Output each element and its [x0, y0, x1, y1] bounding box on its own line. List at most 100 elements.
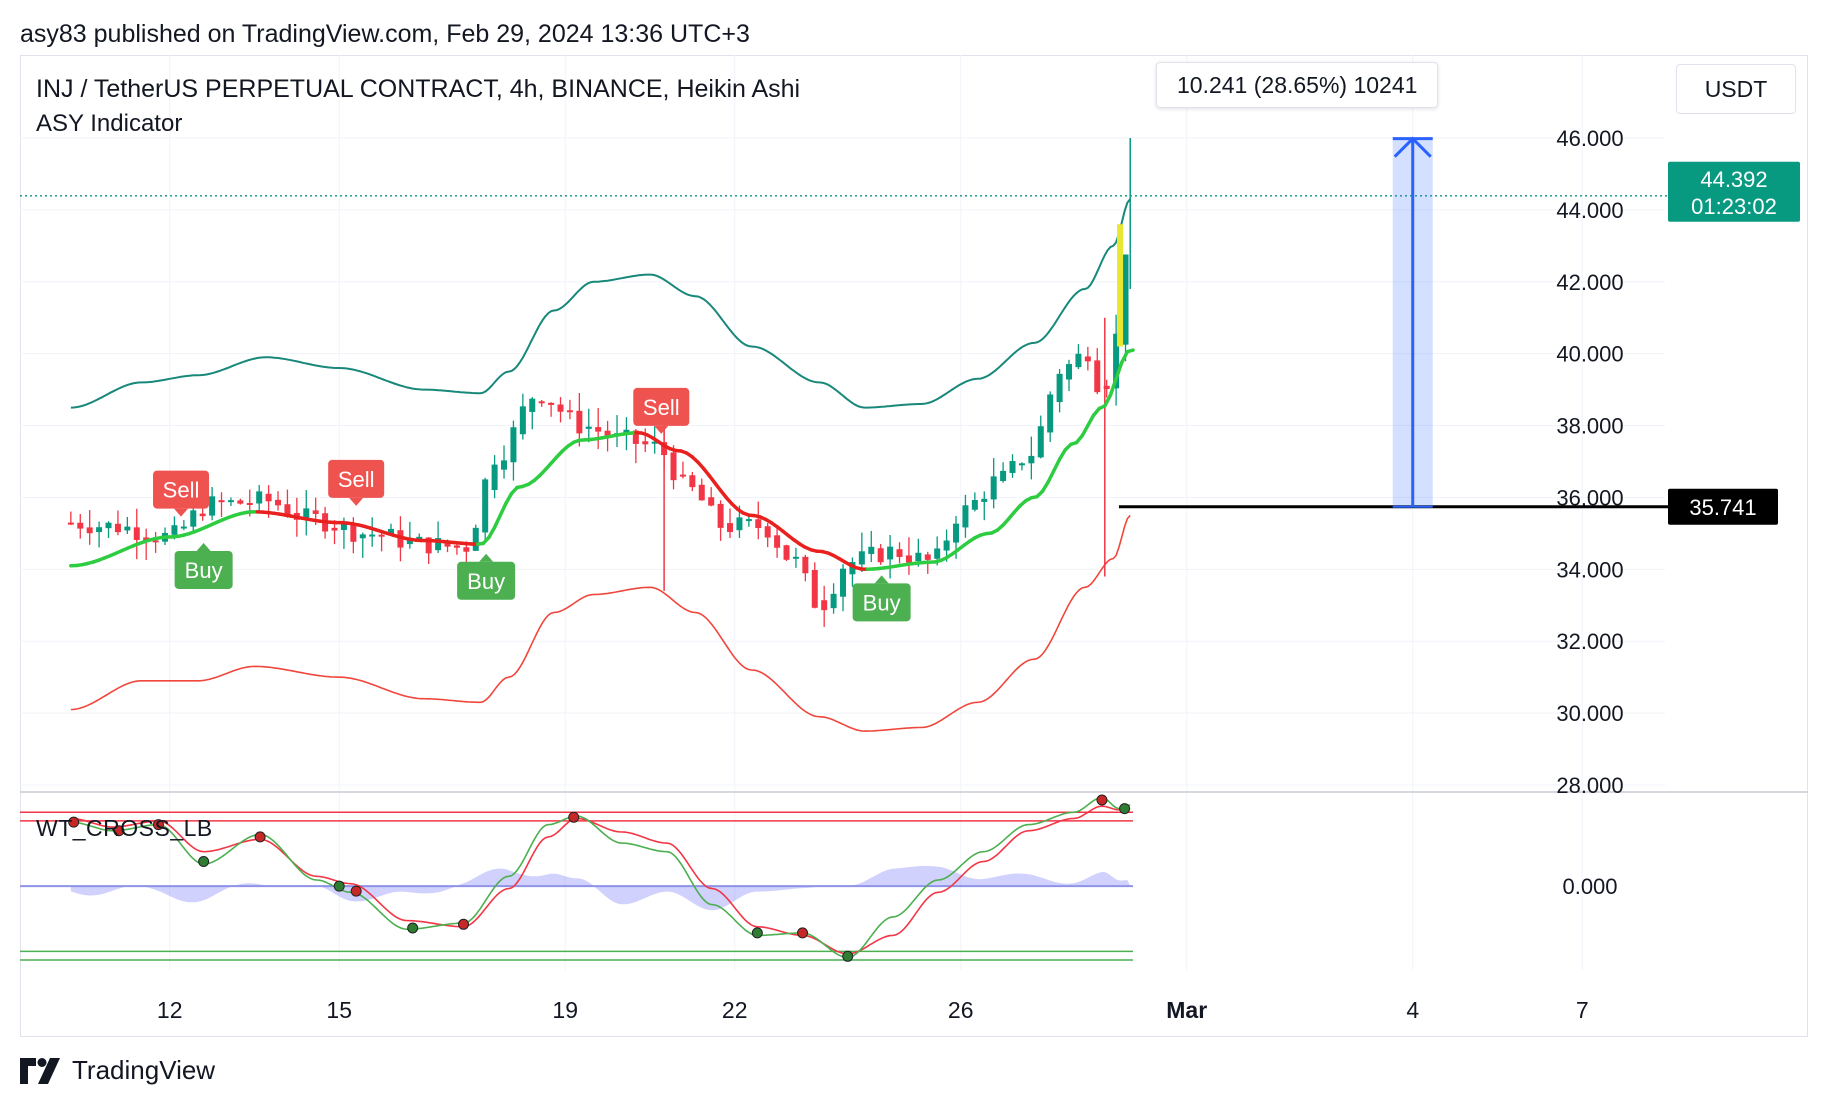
published-by: asy83 published on TradingView.com, Feb …	[20, 20, 750, 48]
oscillator-title[interactable]: WT_CROSS_LB	[36, 815, 213, 841]
candle-body	[840, 568, 847, 597]
candle-body	[1117, 224, 1124, 347]
buy-signal-label: Buy	[467, 569, 505, 594]
candle-body	[1009, 461, 1016, 473]
trend-line-segment	[1103, 393, 1113, 408]
candle-body	[821, 600, 828, 611]
candle-body	[77, 522, 84, 529]
candle-body	[180, 526, 187, 529]
cross-dot	[113, 825, 125, 837]
x-tick-label: Mar	[1166, 997, 1207, 1023]
candle-body	[1075, 353, 1082, 368]
candle-body	[331, 527, 338, 531]
cross-dot	[797, 927, 809, 939]
candle-body	[708, 497, 715, 506]
signal-pointer	[479, 553, 494, 562]
candle-body	[501, 460, 508, 470]
candle-body	[670, 452, 677, 481]
y-tick-label: 34.000	[1556, 557, 1623, 582]
candle-body	[406, 539, 413, 545]
sell-signal-label: Sell	[163, 478, 200, 503]
cross-dot	[68, 816, 80, 828]
level-price-value: 35.741	[1689, 495, 1756, 520]
candle-body	[557, 404, 564, 412]
candle-body	[858, 551, 865, 565]
footer-brand[interactable]: TradingView	[20, 1055, 215, 1086]
indicator-label[interactable]: ASY Indicator	[36, 110, 183, 137]
candle-body	[519, 406, 526, 435]
candle-body	[96, 527, 103, 533]
buy-signal-label: Buy	[863, 590, 901, 615]
candle-body	[114, 523, 121, 533]
tradingview-logo-icon	[20, 1057, 60, 1084]
candle-body	[350, 524, 357, 542]
candle-body	[435, 538, 442, 551]
countdown-value: 01:23:02	[1691, 194, 1777, 219]
cross-dot	[152, 819, 164, 831]
chart-frame	[20, 55, 1808, 1037]
cross-dot	[458, 918, 470, 930]
candle-body	[698, 484, 705, 501]
candle-body	[604, 430, 611, 438]
x-tick-label: 19	[552, 997, 578, 1023]
candle-body	[1084, 356, 1091, 362]
last-price-box	[1668, 161, 1800, 222]
buy-signal[interactable]: Buy	[457, 553, 516, 600]
candle-body	[971, 500, 978, 510]
last-price-value: 44.392	[1700, 167, 1767, 192]
candle-body	[727, 523, 734, 532]
candle-body	[388, 528, 395, 536]
signal-pointer	[174, 508, 189, 517]
candle-body	[312, 510, 319, 514]
candle-body	[237, 500, 244, 504]
buy-signal-box	[852, 583, 911, 622]
candle-body	[802, 556, 809, 574]
candle-body	[717, 503, 724, 528]
candle-body	[632, 430, 639, 444]
footer-brand-text: TradingView	[72, 1055, 216, 1085]
cross-dot	[407, 922, 419, 934]
candle-body	[924, 554, 931, 560]
candle-body	[755, 519, 762, 528]
candle-body	[491, 464, 498, 491]
symbol-title[interactable]: INJ / TetherUS PERPETUAL CONTRACT, 4h, B…	[36, 75, 801, 103]
cross-dot	[350, 885, 362, 897]
y-tick-label: 46.000	[1556, 126, 1623, 151]
level-price-label[interactable]: 35.741	[1668, 488, 1778, 525]
candle-body	[124, 526, 131, 531]
candle-body	[943, 540, 950, 551]
y-tick-label: 44.000	[1556, 198, 1623, 223]
candle-body	[199, 513, 206, 517]
measure-tooltip: 10.241 (28.65%) 10241	[1156, 62, 1439, 108]
sell-signal-box	[328, 459, 385, 498]
candle-body	[1113, 333, 1120, 389]
cross-dot	[842, 950, 854, 962]
candle-body	[171, 525, 178, 535]
sell-signal[interactable]: Sell	[633, 387, 690, 434]
signal-pointer	[196, 542, 211, 551]
wt2-line	[70, 805, 1131, 955]
trend-line-segment	[492, 513, 502, 530]
currency-selector[interactable]: USDT	[1676, 64, 1796, 114]
trend-line-segment	[504, 491, 514, 506]
candle-body	[105, 522, 112, 529]
buy-signal[interactable]: Buy	[174, 542, 233, 589]
sell-signal[interactable]: Sell	[153, 470, 210, 517]
candle-body	[811, 569, 818, 608]
x-tick-label: 12	[157, 997, 183, 1023]
buy-signal[interactable]: Buy	[852, 575, 911, 622]
candle-body	[1047, 394, 1054, 433]
candle-body	[689, 475, 696, 488]
candle-body	[679, 474, 686, 477]
candle-body	[915, 552, 922, 562]
sell-signal[interactable]: Sell	[328, 459, 385, 506]
candle-body	[209, 496, 216, 516]
cross-dot	[1119, 803, 1131, 815]
candle-body	[576, 410, 583, 434]
y-tick-label: 42.000	[1556, 270, 1623, 295]
trend-line-segment	[1114, 360, 1124, 381]
candle-body	[133, 527, 140, 540]
lower-band-line	[70, 514, 1131, 732]
